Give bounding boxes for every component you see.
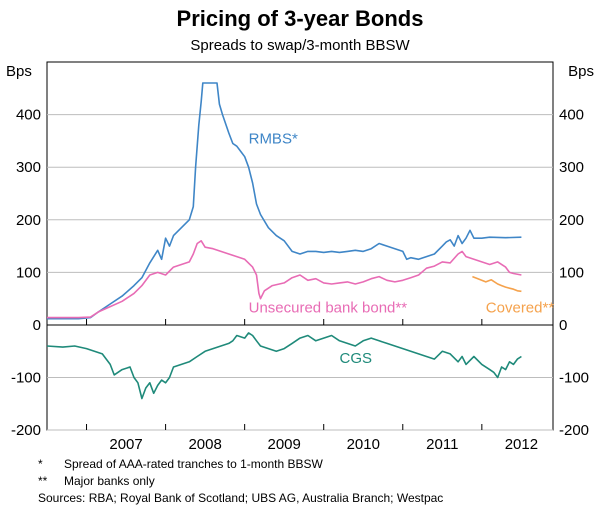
plot-frame [46, 61, 554, 431]
sources: Sources: RBA; Royal Bank of Scotland; UB… [38, 491, 444, 505]
note-text: Major banks only [64, 474, 155, 488]
y-tick-label-left: 200 [16, 212, 41, 229]
series-line-cgs [46, 332, 522, 400]
series-label: Unsecured bank bond** [249, 299, 408, 316]
note-major-banks: ** Major banks only [38, 473, 443, 490]
x-tick-labels: 2007 2008 2009 2010 2011 2012 [86, 319, 538, 453]
y-tick-label-left: -200 [11, 422, 41, 439]
series-label: RMBS* [249, 131, 298, 148]
note-text: Spread of AAA-rated tranches to 1-month … [64, 457, 323, 471]
note-mark: ** [38, 474, 48, 488]
y-tick-label-right: 0 [559, 317, 567, 334]
y-tick-label-left: 0 [33, 317, 41, 334]
y-tick-label-right: 300 [559, 159, 584, 176]
y-unit-right: Bps [568, 63, 594, 80]
x-tick-label: 2009 [268, 436, 301, 453]
x-tick-label: 2008 [188, 436, 221, 453]
y-tick-label-right: -100 [559, 370, 589, 387]
note-mark: * [38, 457, 43, 471]
series-label: CGS [340, 350, 373, 367]
series-line-rmbs [47, 82, 522, 320]
y-tick-label-left: 400 [16, 107, 41, 124]
y-tick-label-right: 400 [559, 107, 584, 124]
note-rmbs: * Spread of AAA-rated tranches to 1-mont… [38, 456, 443, 473]
series-annotations: RMBS* Unsecured bank bond** Covered** CGS [249, 131, 555, 367]
chart-notes: * Spread of AAA-rated tranches to 1-mont… [38, 456, 443, 507]
series-lines [46, 82, 522, 400]
x-tick-label: 2012 [505, 436, 538, 453]
x-tick-label: 2010 [347, 436, 380, 453]
y-tick-label-left: 100 [16, 264, 41, 281]
chart-title: Pricing of 3-year Bonds [177, 6, 424, 31]
y-tick-label-right: 100 [559, 264, 584, 281]
series-line-covered [472, 275, 522, 293]
y-tick-label-left: 300 [16, 159, 41, 176]
series-label: Covered** [486, 299, 555, 316]
chart-subtitle: Spreads to swap/3-month BBSW [190, 37, 410, 54]
y-tick-label-left: -100 [11, 370, 41, 387]
series-line-unsecured-bank-bond [47, 240, 522, 319]
y-tick-labels: 0 0 100 100 200 200 300 300 400 400 -100 -100 -200 -2… [11, 107, 589, 439]
gridlines [47, 114, 553, 431]
x-tick-label: 2007 [109, 436, 142, 453]
y-tick-label-right: 200 [559, 212, 584, 229]
y-unit-left: Bps [6, 63, 32, 80]
y-tick-label-right: -200 [559, 422, 589, 439]
x-tick-label: 2011 [426, 436, 458, 453]
